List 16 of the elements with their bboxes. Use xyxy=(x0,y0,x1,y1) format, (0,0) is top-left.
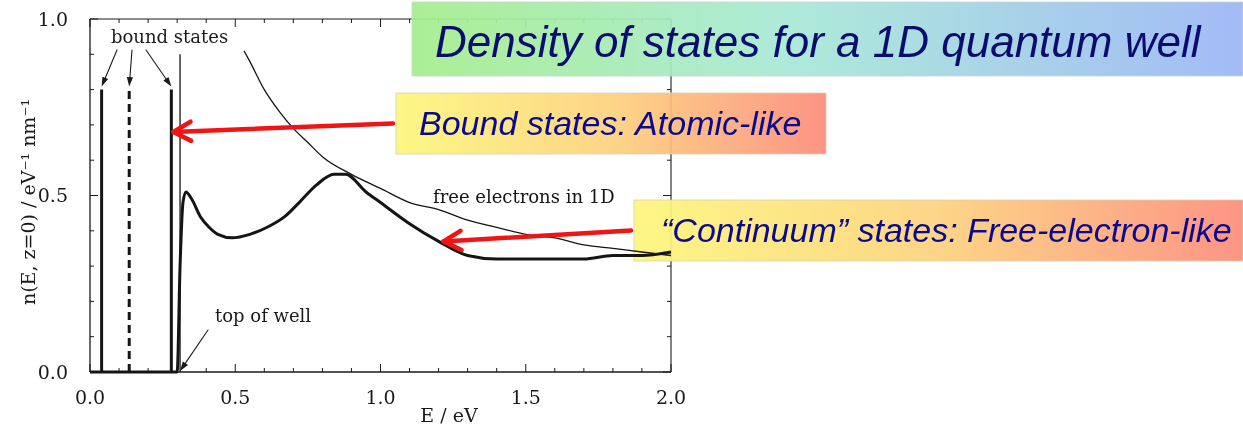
x-tick-label: 1.5 xyxy=(510,386,541,408)
y-tick-label: 0.5 xyxy=(37,184,68,207)
annotation: bound states xyxy=(111,26,229,47)
text: Density of states for a 1D quantum well xyxy=(435,17,1202,66)
x-tick-label: 0.5 xyxy=(220,386,251,408)
x-tick-label: 1.0 xyxy=(365,386,396,408)
series-label: free electrons in 1D xyxy=(433,186,615,207)
annotation: Bound states: Atomic-like xyxy=(419,104,802,142)
x-axis-title: E / eV xyxy=(420,404,478,426)
x-tick-label: 2.0 xyxy=(655,386,687,408)
annotation: top of well xyxy=(215,305,312,326)
y-tick-label: 1.0 xyxy=(37,7,68,30)
annotation: “Continuum” states: Free-electron-like xyxy=(661,211,1232,249)
y-tick-label: 0.0 xyxy=(37,360,68,383)
x-tick-label: 0.0 xyxy=(74,386,106,408)
y-axis-title: n(E, z=0) / eV⁻¹ nm⁻¹ xyxy=(17,98,39,306)
